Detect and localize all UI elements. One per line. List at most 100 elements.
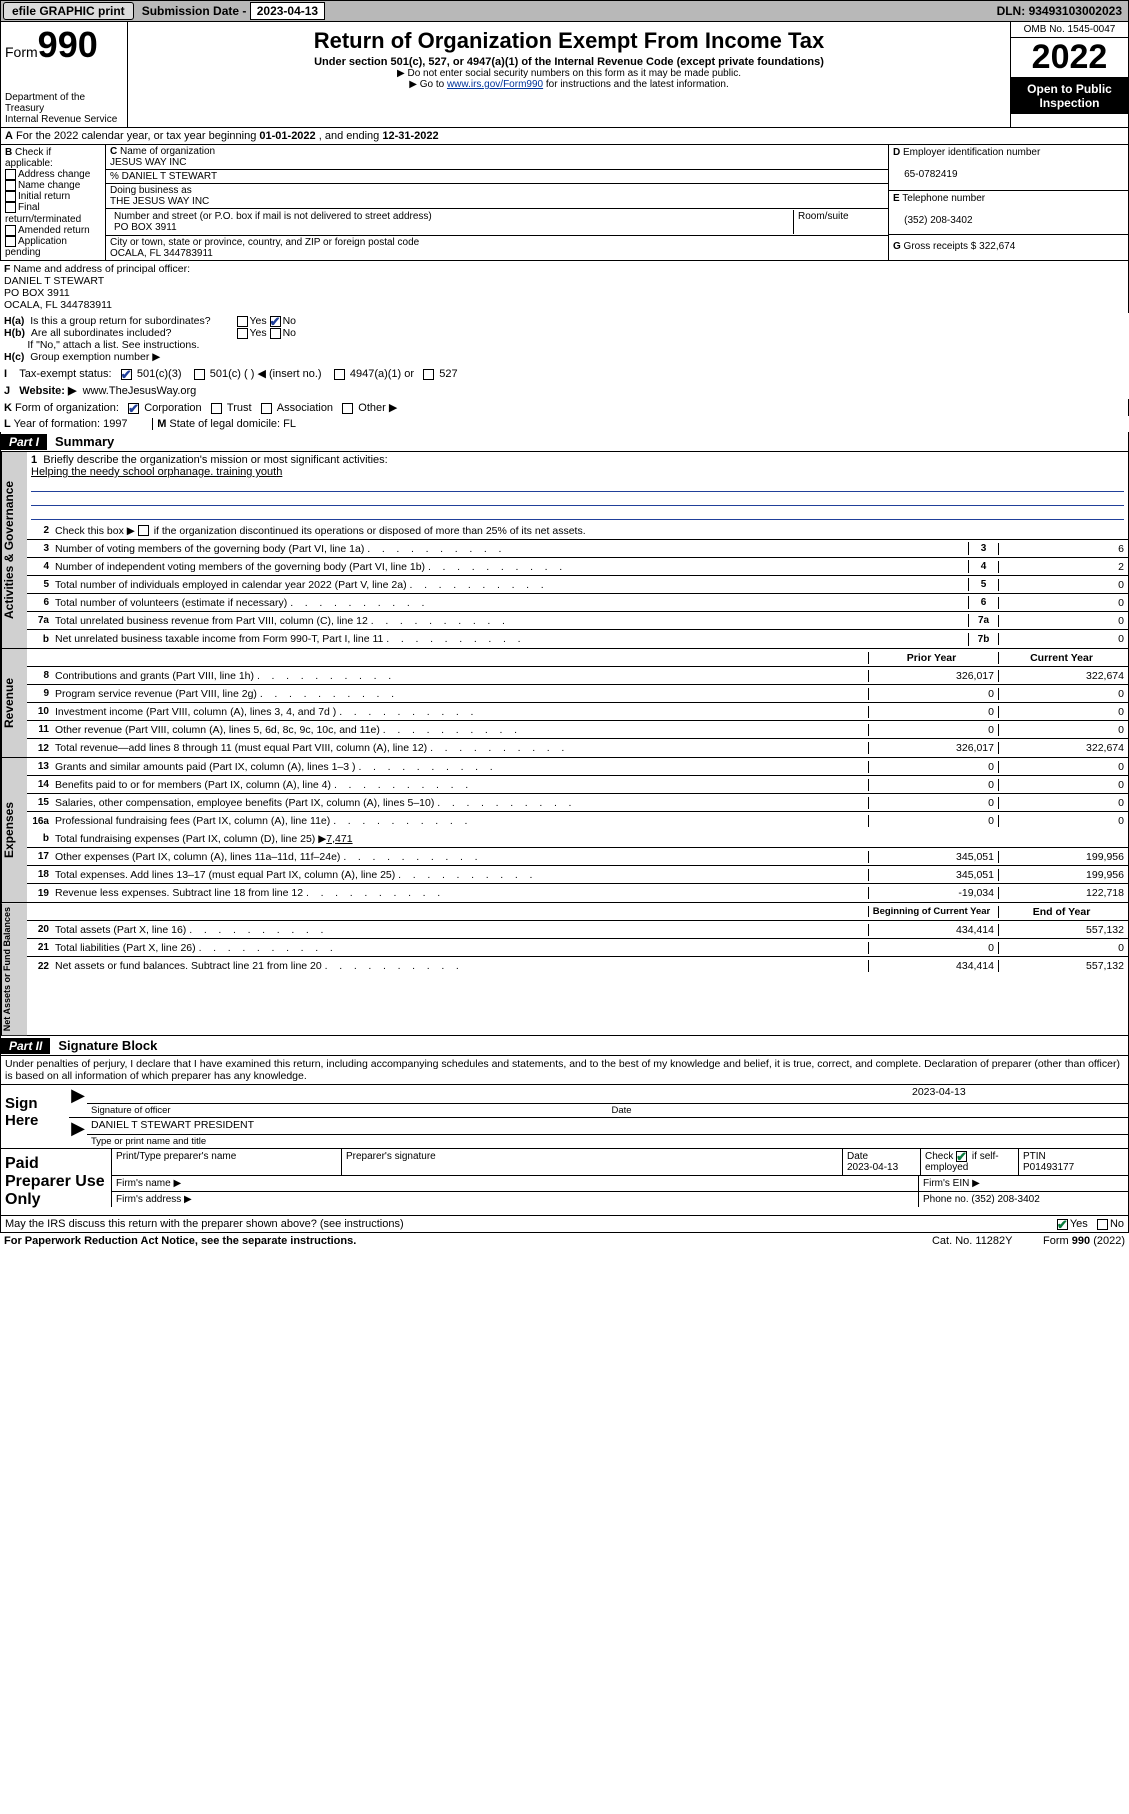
officer-name: DANIEL T STEWART xyxy=(4,275,104,287)
sig-date-label: Date xyxy=(608,1103,1129,1117)
footer: For Paperwork Reduction Act Notice, see … xyxy=(0,1233,1129,1249)
paid-preparer-block: Paid Preparer Use Only Print/Type prepar… xyxy=(0,1149,1129,1216)
row-i: I Tax-exempt status: 501(c)(3) 501(c) ( … xyxy=(0,365,1129,382)
may-irs-discuss-row: May the IRS discuss this return with the… xyxy=(0,1216,1129,1233)
ptin: P01493177 xyxy=(1023,1162,1074,1173)
cb-final-return[interactable] xyxy=(5,202,16,213)
summary-line: 17Other expenses (Part IX, column (A), l… xyxy=(27,848,1128,866)
cb-hb-no[interactable] xyxy=(270,328,281,339)
part1-expenses: Expenses 13Grants and similar amounts pa… xyxy=(0,758,1129,903)
efile-print-button[interactable]: efile GRAPHIC print xyxy=(3,2,134,20)
section-bcd: B Check if applicable: Address change Na… xyxy=(0,145,1129,261)
cb-527[interactable] xyxy=(423,369,434,380)
telephone: (352) 208-3402 xyxy=(904,215,972,226)
summary-line: 10Investment income (Part VIII, column (… xyxy=(27,703,1128,721)
top-toolbar: efile GRAPHIC print Submission Date - 20… xyxy=(0,0,1129,22)
cb-501c3[interactable] xyxy=(121,369,132,380)
form-subtitle: Under section 501(c), 527, or 4947(a)(1)… xyxy=(132,56,1006,68)
cb-amended[interactable] xyxy=(5,225,16,236)
pp-date: 2023-04-13 xyxy=(847,1162,898,1173)
cb-hb-yes[interactable] xyxy=(237,328,248,339)
summary-line: 14Benefits paid to or for members (Part … xyxy=(27,776,1128,794)
year-formation: 1997 xyxy=(103,418,127,430)
summary-line: 20Total assets (Part X, line 16)434,4145… xyxy=(27,921,1128,939)
summary-line: 11Other revenue (Part VIII, column (A), … xyxy=(27,721,1128,739)
ein: 65-0782419 xyxy=(904,169,957,180)
state-domicile: FL xyxy=(283,418,296,430)
part1-governance: Activities & Governance 1 Briefly descri… xyxy=(0,452,1129,649)
dept-treasury: Department of the Treasury xyxy=(5,92,123,114)
sig-officer-label: Signature of officer xyxy=(87,1103,608,1117)
officer-printed-name: DANIEL T STEWART PRESIDENT xyxy=(87,1118,1128,1134)
section-b: B Check if applicable: Address change Na… xyxy=(1,145,106,260)
summary-line: 22Net assets or fund balances. Subtract … xyxy=(27,957,1128,975)
summary-line: 5Total number of individuals employed in… xyxy=(27,576,1128,594)
summary-line: 7aTotal unrelated business revenue from … xyxy=(27,612,1128,630)
part1-net-assets: Net Assets or Fund Balances Beginning of… xyxy=(0,903,1129,1036)
cb-association[interactable] xyxy=(261,403,272,414)
firm-addr-label: Firm's address ▶ xyxy=(111,1192,918,1207)
cb-may-irs-yes[interactable] xyxy=(1057,1219,1068,1230)
row-j: J Website: ▶ www.TheJesusWay.org xyxy=(0,382,1129,399)
summary-line: 15Salaries, other compensation, employee… xyxy=(27,794,1128,812)
tab-governance: Activities & Governance xyxy=(1,452,27,648)
firm-phone: (352) 208-3402 xyxy=(971,1194,1039,1205)
form-title: Return of Organization Exempt From Incom… xyxy=(132,28,1006,54)
irs-link[interactable]: www.irs.gov/Form990 xyxy=(447,79,543,90)
dba: THE JESUS WAY INC xyxy=(110,196,209,207)
open-to-public: Open to Public Inspection xyxy=(1011,78,1128,114)
type-name-label: Type or print name and title xyxy=(87,1134,1128,1148)
summary-line: 16aProfessional fundraising fees (Part I… xyxy=(27,812,1128,830)
section-c: C Name of organizationJESUS WAY INC % DA… xyxy=(106,145,888,260)
perjury-statement: Under penalties of perjury, I declare th… xyxy=(0,1056,1129,1085)
city-state-zip: OCALA, FL 344783911 xyxy=(110,248,213,259)
cb-line2[interactable] xyxy=(138,525,149,536)
firm-ein-label: Firm's EIN ▶ xyxy=(918,1176,1128,1191)
website-url: www.TheJesusWay.org xyxy=(83,385,197,397)
part1-revenue: Revenue Prior Year Current Year 8Contrib… xyxy=(0,649,1129,758)
cb-name-change[interactable] xyxy=(5,180,16,191)
officer-addr2: OCALA, FL 344783911 xyxy=(4,299,112,311)
cb-initial-return[interactable] xyxy=(5,191,16,202)
summary-line: 18Total expenses. Add lines 13–17 (must … xyxy=(27,866,1128,884)
summary-line: 19Revenue less expenses. Subtract line 1… xyxy=(27,884,1128,902)
form-number: Form990 xyxy=(5,24,123,66)
section-d-e-g: D Employer identification number 65-0782… xyxy=(888,145,1128,260)
cb-ha-no[interactable] xyxy=(270,316,281,327)
irs-label: Internal Revenue Service xyxy=(5,114,123,125)
signature-arrow-icon: ▶ xyxy=(69,1085,87,1103)
part2-header: Part II Signature Block xyxy=(0,1036,1129,1056)
cb-self-employed[interactable] xyxy=(956,1151,967,1162)
section-f-h: F Name and address of principal officer:… xyxy=(0,261,1129,365)
pp-name-label: Print/Type preparer's name xyxy=(111,1149,341,1175)
officer-addr1: PO BOX 3911 xyxy=(4,287,70,299)
summary-line: 12Total revenue—add lines 8 through 11 (… xyxy=(27,739,1128,757)
cb-may-irs-no[interactable] xyxy=(1097,1219,1108,1230)
care-of: % DANIEL T STEWART xyxy=(106,170,888,184)
part1-header: Part I Summary xyxy=(0,432,1129,452)
dln: DLN: 93493103002023 xyxy=(991,2,1128,20)
tab-net-assets: Net Assets or Fund Balances xyxy=(1,903,27,1035)
cb-trust[interactable] xyxy=(211,403,222,414)
summary-line: 9Program service revenue (Part VIII, lin… xyxy=(27,685,1128,703)
note-goto: ▶ Go to www.irs.gov/Form990 for instruct… xyxy=(132,79,1006,90)
firm-name-label: Firm's name ▶ xyxy=(111,1176,918,1191)
room-suite-label: Room/suite xyxy=(794,210,884,234)
cb-other[interactable] xyxy=(342,403,353,414)
tab-expenses: Expenses xyxy=(1,758,27,902)
street-address: PO BOX 3911 xyxy=(114,222,177,233)
summary-line: 4Number of independent voting members of… xyxy=(27,558,1128,576)
cb-ha-yes[interactable] xyxy=(237,316,248,327)
cb-4947[interactable] xyxy=(334,369,345,380)
cb-501c[interactable] xyxy=(194,369,205,380)
cb-corporation[interactable] xyxy=(128,403,139,414)
submission-date-label: Submission Date - 2023-04-13 xyxy=(136,2,331,20)
summary-line: 3Number of voting members of the governi… xyxy=(27,540,1128,558)
cb-application-pending[interactable] xyxy=(5,236,16,247)
summary-line: 13Grants and similar amounts paid (Part … xyxy=(27,758,1128,776)
note-ssn: ▶ Do not enter social security numbers o… xyxy=(132,68,1006,79)
signature-arrow-icon2: ▶ xyxy=(69,1118,87,1134)
summary-line: bNet unrelated business taxable income f… xyxy=(27,630,1128,648)
cb-address-change[interactable] xyxy=(5,169,16,180)
gross-receipts: 322,674 xyxy=(979,241,1015,252)
